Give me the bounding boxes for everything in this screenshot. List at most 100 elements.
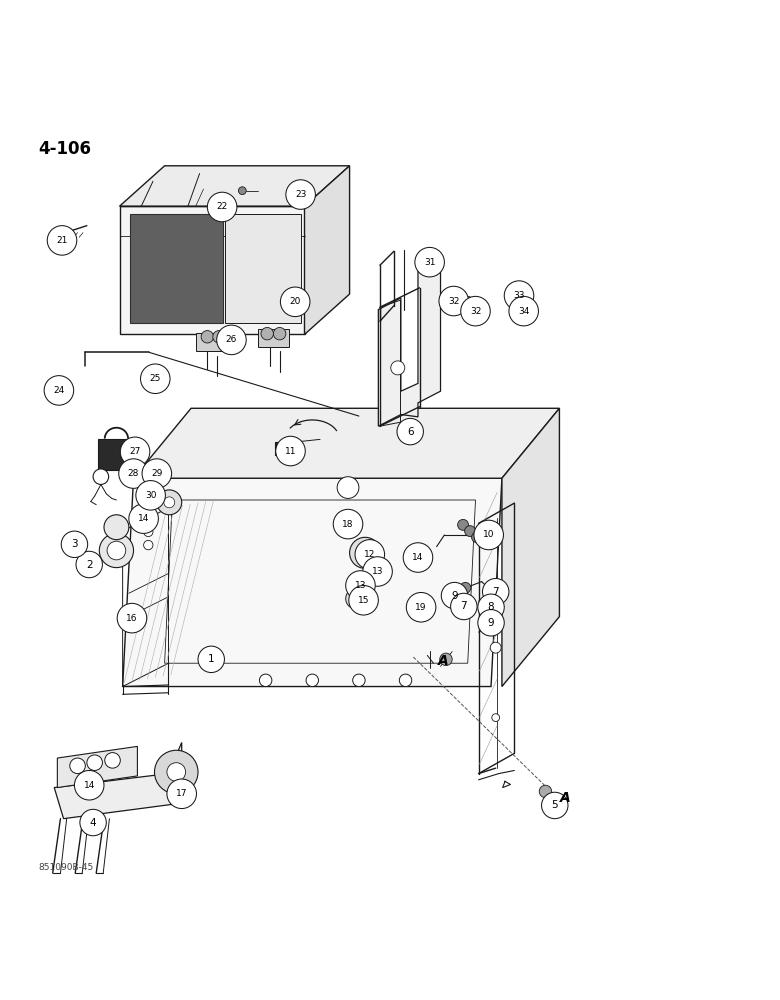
Circle shape	[87, 755, 102, 770]
Circle shape	[142, 459, 172, 488]
Circle shape	[491, 642, 501, 653]
Circle shape	[93, 469, 108, 484]
Text: 29: 29	[151, 469, 162, 478]
Circle shape	[391, 361, 405, 375]
Circle shape	[80, 809, 106, 836]
Circle shape	[144, 540, 153, 550]
Circle shape	[492, 714, 499, 722]
Circle shape	[427, 252, 437, 261]
Circle shape	[440, 653, 452, 666]
Text: 7: 7	[492, 587, 499, 597]
Circle shape	[69, 758, 85, 774]
Circle shape	[140, 364, 170, 394]
Circle shape	[349, 573, 367, 592]
Circle shape	[412, 600, 424, 613]
Circle shape	[509, 296, 538, 326]
Circle shape	[281, 287, 310, 317]
Circle shape	[415, 247, 445, 277]
Circle shape	[167, 763, 186, 781]
Circle shape	[439, 286, 469, 316]
Circle shape	[337, 477, 359, 498]
Text: 30: 30	[145, 491, 156, 500]
Text: A: A	[438, 654, 448, 668]
Circle shape	[207, 192, 237, 222]
Text: 3: 3	[71, 539, 78, 549]
Text: 32: 32	[470, 307, 481, 316]
Text: 4-106: 4-106	[39, 140, 92, 158]
Circle shape	[154, 750, 198, 794]
Circle shape	[461, 296, 491, 326]
Text: 851090B-45: 851090B-45	[39, 863, 94, 872]
Circle shape	[346, 571, 375, 600]
Circle shape	[276, 436, 305, 466]
Text: 33: 33	[513, 291, 525, 300]
Text: 28: 28	[128, 469, 139, 478]
Circle shape	[285, 180, 315, 209]
Polygon shape	[119, 166, 349, 206]
Polygon shape	[225, 214, 300, 323]
Polygon shape	[304, 166, 349, 334]
Circle shape	[62, 531, 87, 558]
Circle shape	[164, 497, 175, 508]
Text: 20: 20	[289, 297, 301, 306]
Text: 15: 15	[358, 596, 369, 605]
Circle shape	[120, 437, 150, 467]
Circle shape	[441, 582, 468, 609]
Circle shape	[472, 532, 483, 543]
Text: 1: 1	[208, 654, 215, 664]
Text: 14: 14	[138, 514, 149, 523]
Text: 6: 6	[407, 427, 413, 437]
Text: 11: 11	[285, 447, 296, 456]
Circle shape	[198, 646, 225, 673]
Text: 22: 22	[217, 202, 228, 211]
Circle shape	[483, 578, 509, 605]
Circle shape	[465, 526, 476, 537]
Circle shape	[349, 585, 378, 615]
Circle shape	[349, 537, 381, 568]
Text: 24: 24	[53, 386, 65, 395]
Text: A: A	[560, 791, 571, 805]
Circle shape	[403, 543, 433, 572]
Circle shape	[463, 296, 473, 307]
Circle shape	[117, 603, 147, 633]
Circle shape	[451, 593, 477, 620]
Circle shape	[333, 509, 363, 539]
Circle shape	[144, 514, 153, 523]
Circle shape	[399, 674, 412, 687]
Text: 9: 9	[451, 591, 458, 601]
Text: 13: 13	[355, 581, 367, 590]
Text: 14: 14	[413, 553, 424, 562]
Circle shape	[478, 610, 504, 636]
Polygon shape	[258, 329, 289, 347]
Circle shape	[541, 792, 568, 819]
Circle shape	[363, 561, 382, 579]
Circle shape	[458, 519, 469, 530]
Text: 34: 34	[518, 307, 530, 316]
Circle shape	[167, 779, 197, 809]
Text: 10: 10	[483, 530, 495, 539]
Circle shape	[104, 515, 129, 540]
Circle shape	[474, 520, 503, 550]
Text: 13: 13	[372, 567, 383, 576]
Text: 23: 23	[295, 190, 307, 199]
Circle shape	[119, 459, 148, 488]
Circle shape	[217, 325, 246, 355]
Circle shape	[239, 187, 246, 195]
Circle shape	[274, 327, 285, 340]
Bar	[275, 442, 295, 455]
Text: 4: 4	[90, 818, 97, 828]
Circle shape	[539, 785, 551, 798]
Polygon shape	[196, 333, 231, 351]
Polygon shape	[378, 255, 441, 426]
Circle shape	[260, 674, 272, 687]
Circle shape	[261, 327, 274, 340]
Bar	[98, 439, 135, 470]
Circle shape	[355, 540, 385, 569]
Circle shape	[460, 582, 471, 593]
Circle shape	[76, 551, 102, 578]
Circle shape	[105, 753, 120, 768]
Circle shape	[306, 674, 318, 687]
Circle shape	[213, 331, 225, 343]
Circle shape	[48, 226, 76, 255]
Circle shape	[346, 589, 366, 609]
